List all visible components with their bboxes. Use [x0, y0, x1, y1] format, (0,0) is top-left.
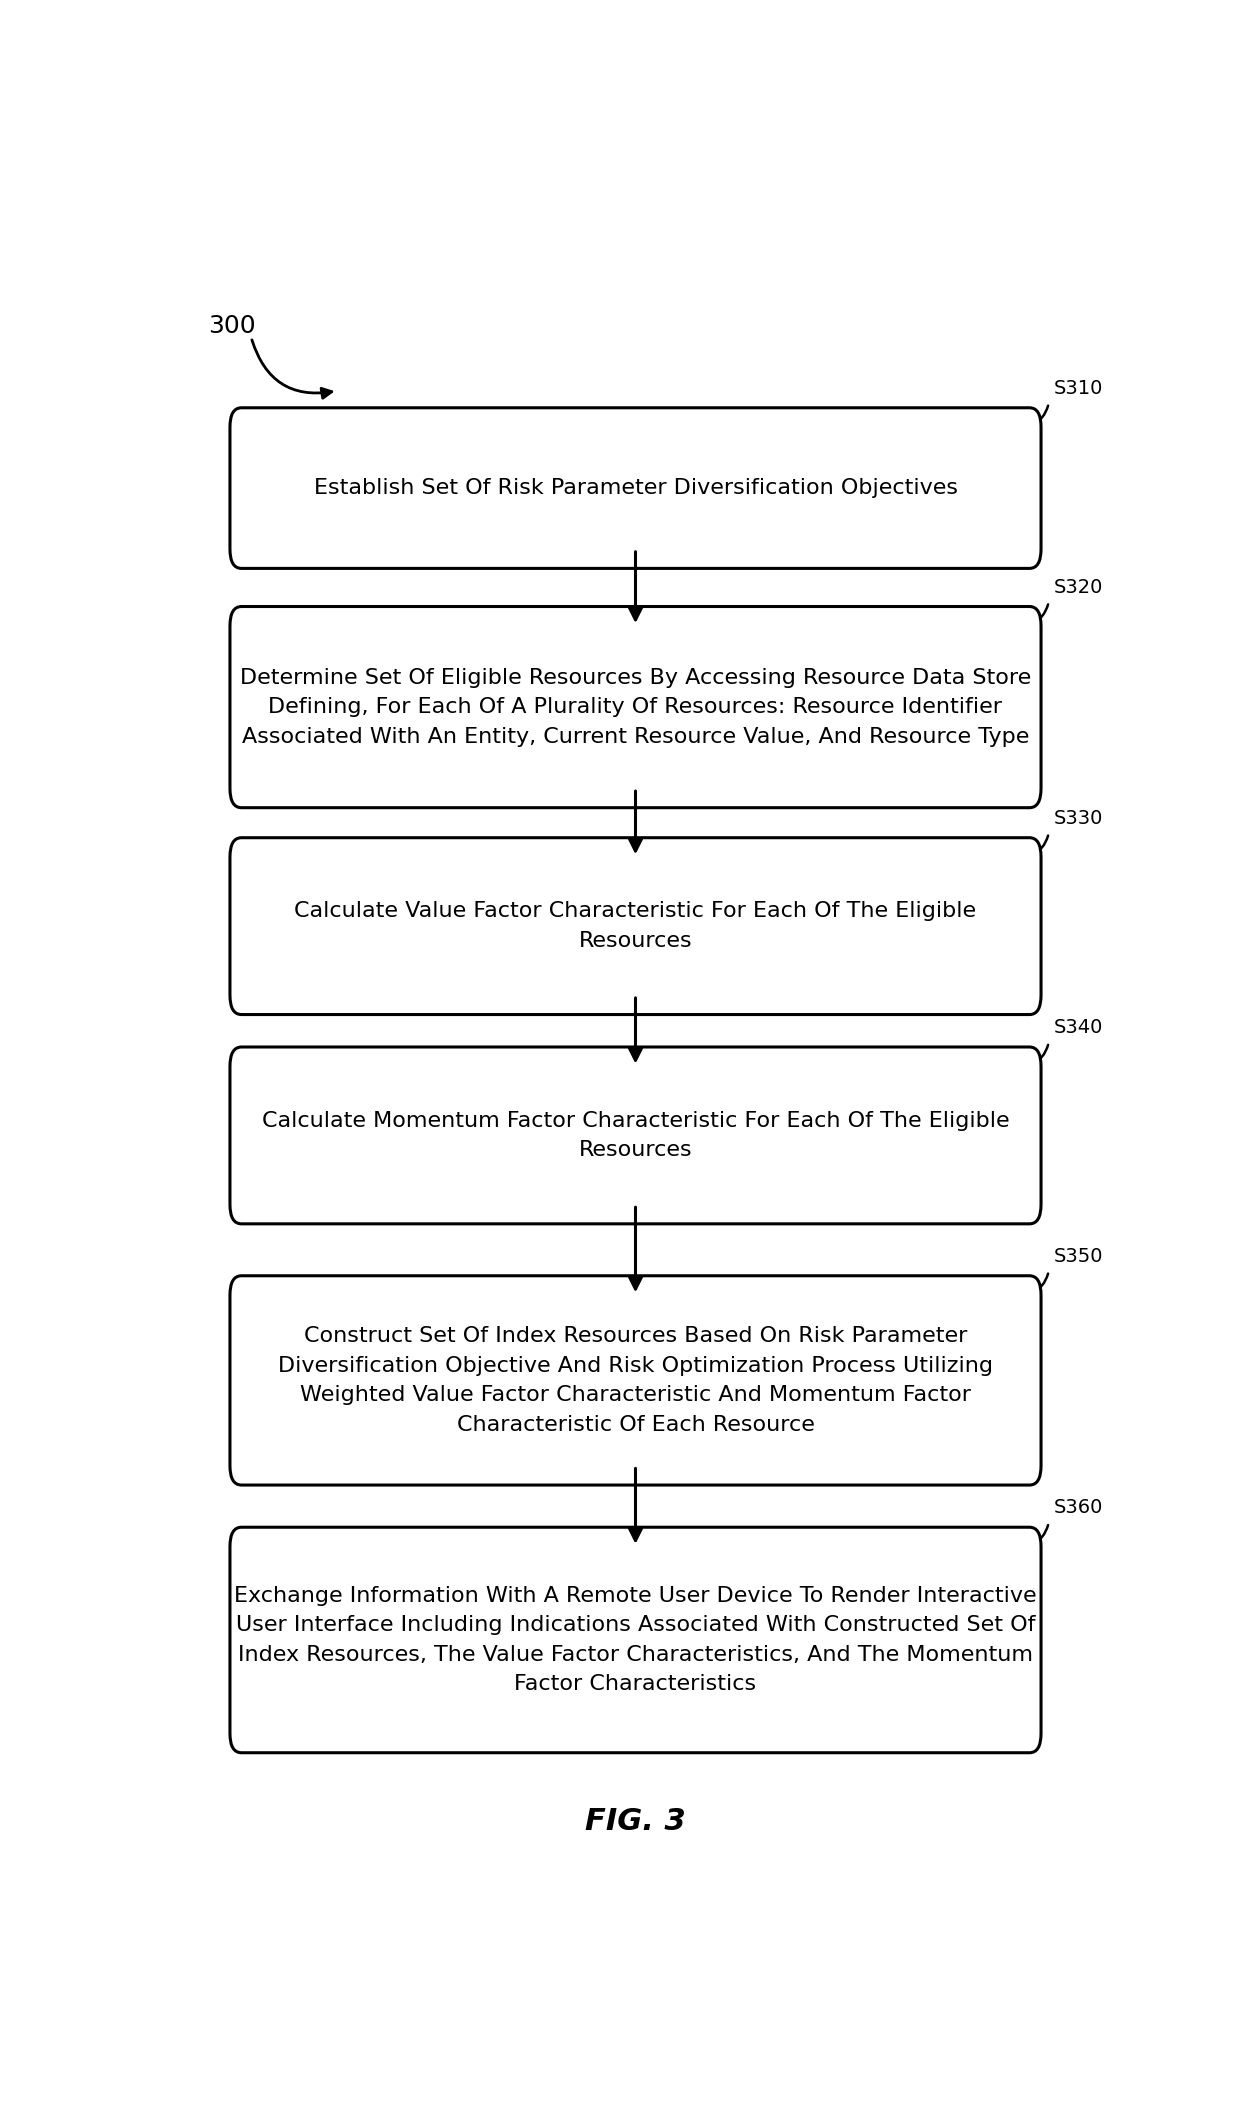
FancyBboxPatch shape [229, 1275, 1042, 1485]
Text: S310: S310 [1054, 379, 1102, 398]
FancyBboxPatch shape [229, 1047, 1042, 1224]
Text: Exchange Information With A Remote User Device To Render Interactive
User Interf: Exchange Information With A Remote User … [234, 1587, 1037, 1694]
Text: Determine Set Of Eligible Resources By Accessing Resource Data Store
Defining, F: Determine Set Of Eligible Resources By A… [239, 668, 1032, 746]
FancyBboxPatch shape [229, 607, 1042, 807]
FancyBboxPatch shape [229, 409, 1042, 569]
Text: Calculate Momentum Factor Characteristic For Each Of The Eligible
Resources: Calculate Momentum Factor Characteristic… [262, 1110, 1009, 1161]
Text: 300: 300 [208, 314, 255, 337]
Text: Calculate Value Factor Characteristic For Each Of The Eligible
Resources: Calculate Value Factor Characteristic Fo… [294, 902, 977, 950]
Text: S350: S350 [1054, 1247, 1104, 1266]
Text: S330: S330 [1054, 809, 1102, 828]
FancyBboxPatch shape [229, 1528, 1042, 1753]
Text: S320: S320 [1054, 577, 1102, 596]
Text: Construct Set Of Index Resources Based On Risk Parameter
Diversification Objecti: Construct Set Of Index Resources Based O… [278, 1325, 993, 1435]
Text: Establish Set Of Risk Parameter Diversification Objectives: Establish Set Of Risk Parameter Diversif… [314, 478, 957, 497]
Text: S340: S340 [1054, 1018, 1102, 1037]
Text: S360: S360 [1054, 1498, 1102, 1517]
FancyBboxPatch shape [229, 839, 1042, 1016]
Text: FIG. 3: FIG. 3 [585, 1808, 686, 1835]
